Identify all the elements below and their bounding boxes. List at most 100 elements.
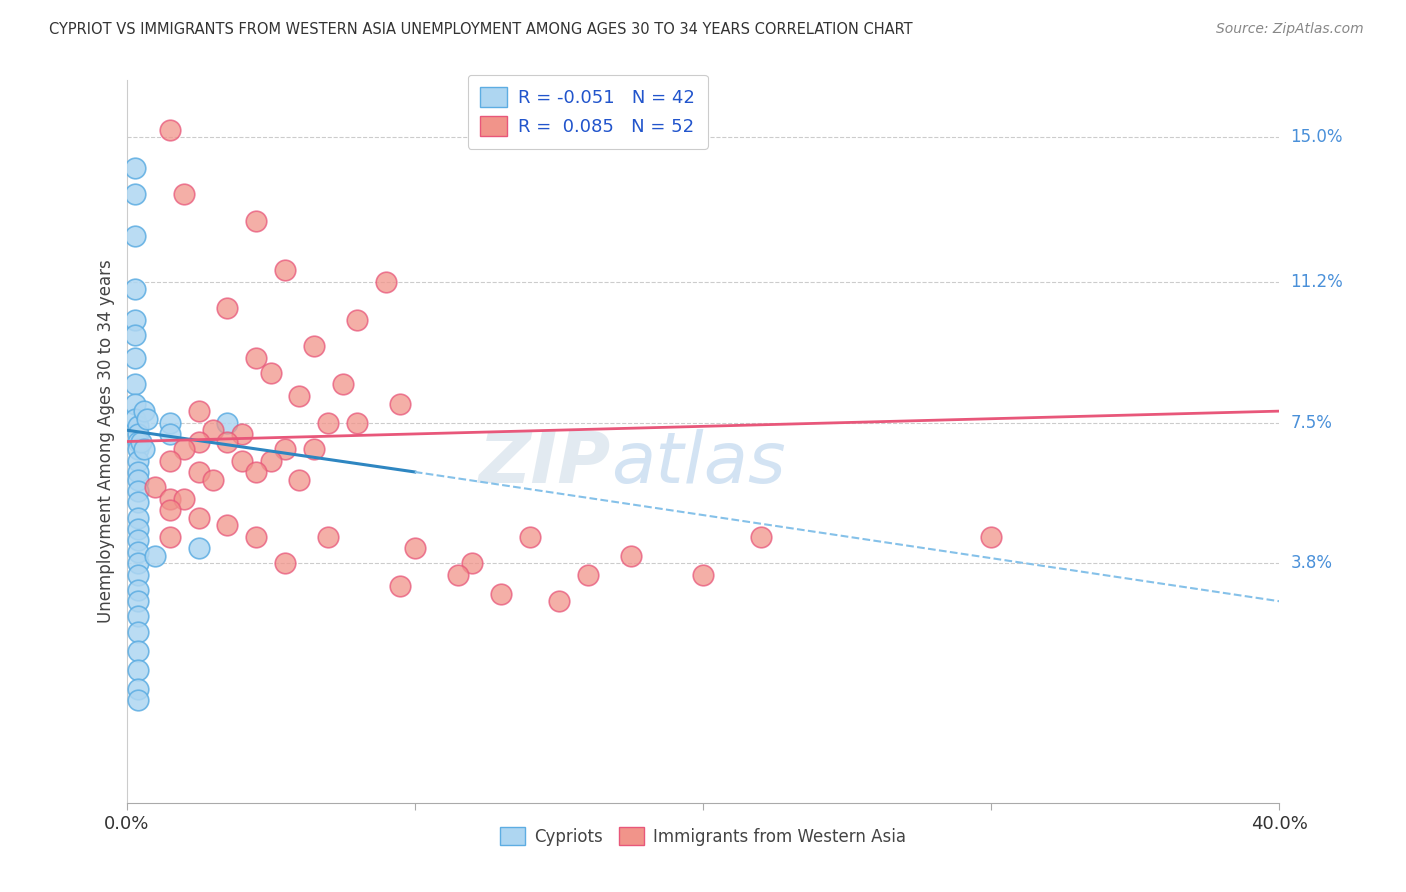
- Point: [217, 301, 239, 316]
- Point: [187, 510, 209, 524]
- Point: [124, 351, 146, 365]
- Point: [145, 480, 166, 494]
- Point: [159, 416, 181, 430]
- Point: [187, 465, 209, 479]
- Point: [980, 530, 1002, 544]
- Point: [127, 426, 149, 441]
- Point: [135, 411, 157, 425]
- Point: [127, 510, 149, 524]
- Point: [127, 419, 149, 434]
- Point: [692, 567, 714, 582]
- Point: [202, 423, 225, 437]
- Point: [318, 416, 340, 430]
- Point: [127, 693, 149, 707]
- Point: [302, 442, 325, 457]
- Point: [124, 377, 146, 392]
- Point: [124, 328, 146, 343]
- Point: [259, 453, 281, 467]
- Point: [274, 556, 297, 570]
- Text: ZIP: ZIP: [478, 429, 610, 498]
- Point: [202, 473, 225, 487]
- Point: [124, 282, 146, 296]
- Point: [132, 404, 155, 418]
- Point: [145, 549, 166, 563]
- Point: [245, 465, 267, 479]
- Point: [245, 530, 267, 544]
- Point: [346, 313, 368, 327]
- Point: [127, 663, 149, 677]
- Point: [127, 567, 149, 582]
- Text: 7.5%: 7.5%: [1291, 414, 1333, 432]
- Point: [187, 404, 209, 418]
- Point: [129, 434, 152, 449]
- Point: [127, 582, 149, 597]
- Point: [749, 530, 772, 544]
- Point: [576, 567, 599, 582]
- Point: [159, 530, 181, 544]
- Point: [127, 556, 149, 570]
- Point: [159, 453, 181, 467]
- Point: [127, 465, 149, 479]
- Point: [127, 522, 149, 536]
- Text: 15.0%: 15.0%: [1291, 128, 1343, 146]
- Text: CYPRIOT VS IMMIGRANTS FROM WESTERN ASIA UNEMPLOYMENT AMONG AGES 30 TO 34 YEARS C: CYPRIOT VS IMMIGRANTS FROM WESTERN ASIA …: [49, 22, 912, 37]
- Point: [346, 416, 368, 430]
- Point: [548, 594, 571, 608]
- Point: [124, 313, 146, 327]
- Point: [274, 263, 297, 277]
- Point: [159, 426, 181, 441]
- Legend: Cypriots, Immigrants from Western Asia: Cypriots, Immigrants from Western Asia: [494, 821, 912, 852]
- Point: [127, 609, 149, 624]
- Point: [288, 389, 311, 403]
- Point: [288, 473, 311, 487]
- Point: [245, 214, 267, 228]
- Point: [173, 491, 195, 506]
- Point: [127, 681, 149, 696]
- Point: [374, 275, 398, 289]
- Point: [389, 579, 412, 593]
- Point: [124, 187, 146, 202]
- Point: [332, 377, 354, 392]
- Point: [127, 483, 149, 498]
- Point: [231, 426, 253, 441]
- Point: [127, 545, 149, 559]
- Point: [491, 587, 513, 601]
- Point: [389, 396, 412, 410]
- Point: [127, 594, 149, 608]
- Point: [259, 366, 281, 380]
- Point: [302, 339, 325, 353]
- Point: [187, 434, 209, 449]
- Y-axis label: Unemployment Among Ages 30 to 34 years: Unemployment Among Ages 30 to 34 years: [97, 260, 115, 624]
- Point: [127, 473, 149, 487]
- Point: [159, 491, 181, 506]
- Point: [217, 434, 239, 449]
- Point: [159, 503, 181, 517]
- Text: 3.8%: 3.8%: [1291, 554, 1333, 573]
- Point: [127, 533, 149, 548]
- Point: [173, 187, 195, 202]
- Text: Source: ZipAtlas.com: Source: ZipAtlas.com: [1216, 22, 1364, 37]
- Point: [231, 453, 253, 467]
- Point: [124, 161, 146, 175]
- Text: 11.2%: 11.2%: [1291, 273, 1343, 291]
- Point: [274, 442, 297, 457]
- Point: [217, 518, 239, 533]
- Point: [447, 567, 470, 582]
- Text: atlas: atlas: [610, 429, 786, 498]
- Point: [620, 549, 643, 563]
- Point: [461, 556, 484, 570]
- Point: [519, 530, 541, 544]
- Point: [127, 434, 149, 449]
- Point: [127, 495, 149, 509]
- Point: [245, 351, 267, 365]
- Point: [217, 416, 239, 430]
- Point: [127, 624, 149, 639]
- Point: [187, 541, 209, 555]
- Point: [124, 411, 146, 425]
- Point: [404, 541, 426, 555]
- Point: [318, 530, 340, 544]
- Point: [173, 442, 195, 457]
- Point: [159, 122, 181, 136]
- Point: [124, 396, 146, 410]
- Point: [127, 442, 149, 457]
